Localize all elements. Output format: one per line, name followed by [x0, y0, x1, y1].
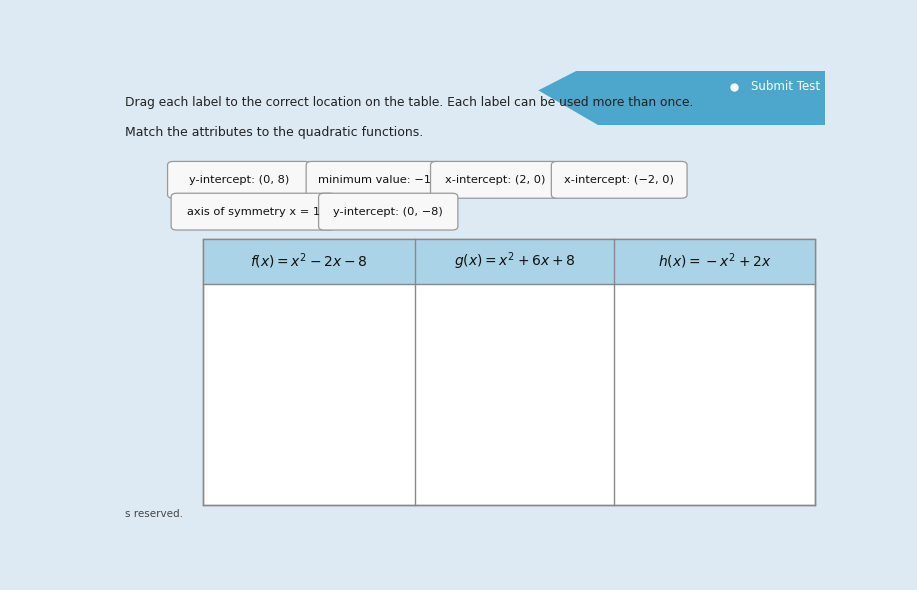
- Text: $g(x) = x^2 + 6x + 8$: $g(x) = x^2 + 6x + 8$: [454, 251, 575, 273]
- FancyBboxPatch shape: [430, 162, 559, 198]
- FancyBboxPatch shape: [171, 194, 336, 230]
- FancyBboxPatch shape: [168, 162, 311, 198]
- Text: y-intercept: (0, −8): y-intercept: (0, −8): [334, 206, 443, 217]
- Text: $f(x) = x^2 - 2x - 8$: $f(x) = x^2 - 2x - 8$: [250, 252, 368, 271]
- FancyBboxPatch shape: [204, 239, 814, 284]
- Text: y-intercept: (0, 8): y-intercept: (0, 8): [189, 175, 289, 185]
- Polygon shape: [115, 71, 577, 125]
- Text: x-intercept: (−2, 0): x-intercept: (−2, 0): [564, 175, 674, 185]
- Text: Drag each label to the correct location on the table. Each label can be used mor: Drag each label to the correct location …: [126, 96, 693, 109]
- Text: minimum value: −1: minimum value: −1: [317, 175, 430, 185]
- Polygon shape: [505, 71, 825, 125]
- Text: Submit Test: Submit Test: [751, 80, 820, 93]
- Text: s reserved.: s reserved.: [126, 509, 183, 519]
- FancyBboxPatch shape: [306, 162, 442, 198]
- Text: x-intercept: (2, 0): x-intercept: (2, 0): [445, 175, 545, 185]
- FancyBboxPatch shape: [204, 239, 814, 504]
- Text: $h(x) = -x^2 + 2x$: $h(x) = -x^2 + 2x$: [657, 252, 771, 271]
- Text: axis of symmetry x = 1: axis of symmetry x = 1: [187, 206, 320, 217]
- Text: Match the attributes to the quadratic functions.: Match the attributes to the quadratic fu…: [126, 126, 424, 139]
- FancyBboxPatch shape: [551, 162, 687, 198]
- FancyBboxPatch shape: [318, 194, 458, 230]
